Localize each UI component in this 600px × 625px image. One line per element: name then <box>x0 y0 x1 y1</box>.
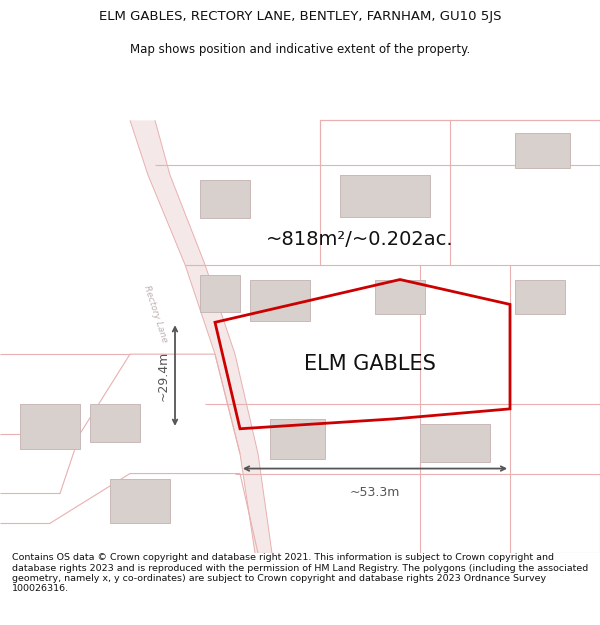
Bar <box>250 279 310 321</box>
Bar <box>200 180 250 218</box>
Bar <box>110 479 170 523</box>
Bar <box>90 404 140 442</box>
Polygon shape <box>130 121 272 553</box>
Bar <box>420 424 490 462</box>
Bar <box>200 274 240 312</box>
Bar <box>375 279 425 314</box>
Text: ~818m²/~0.202ac.: ~818m²/~0.202ac. <box>266 230 454 249</box>
Text: ELM GABLES, RECTORY LANE, BENTLEY, FARNHAM, GU10 5JS: ELM GABLES, RECTORY LANE, BENTLEY, FARNH… <box>99 10 501 23</box>
Bar <box>515 133 570 168</box>
Text: Map shows position and indicative extent of the property.: Map shows position and indicative extent… <box>130 42 470 56</box>
Text: ELM GABLES: ELM GABLES <box>304 354 436 374</box>
Text: ~29.4m: ~29.4m <box>157 351 170 401</box>
Text: ~53.3m: ~53.3m <box>350 486 400 499</box>
Bar <box>340 175 430 217</box>
Bar <box>270 419 325 459</box>
Text: Contains OS data © Crown copyright and database right 2021. This information is : Contains OS data © Crown copyright and d… <box>12 553 588 593</box>
Text: Rectory Lane: Rectory Lane <box>142 284 169 344</box>
Bar <box>515 279 565 314</box>
Bar <box>20 404 80 449</box>
